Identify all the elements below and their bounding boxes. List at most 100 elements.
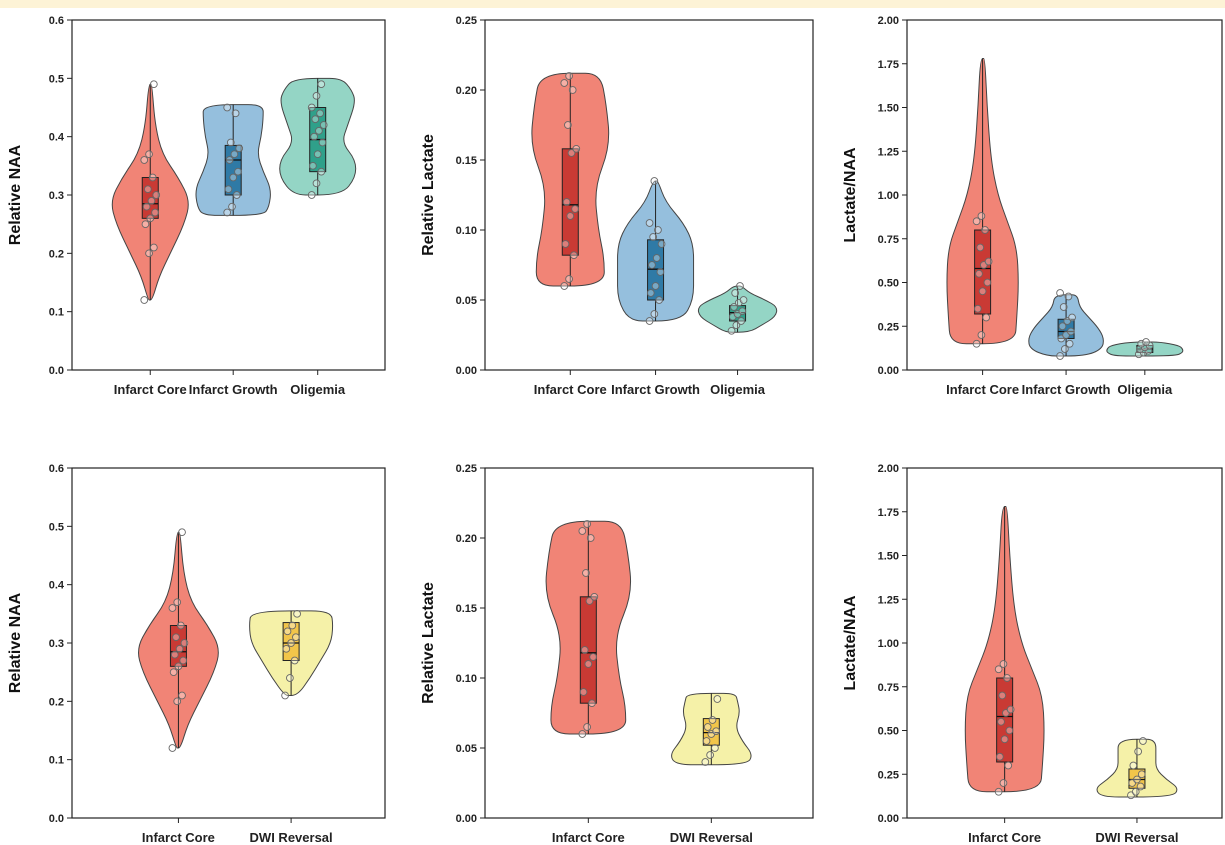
violin-group: Infarct Core	[138, 528, 219, 845]
data-point	[583, 723, 591, 731]
y-axis-label: Lactate/NAA	[842, 147, 859, 243]
y-tick-label: 0.75	[878, 234, 899, 246]
data-point	[223, 208, 232, 217]
x-category-label: Infarct Core	[946, 382, 1019, 397]
top-banner-strip	[0, 0, 1225, 8]
data-point	[290, 656, 299, 665]
data-point	[282, 644, 291, 653]
data-point	[231, 109, 240, 118]
data-point	[292, 633, 300, 642]
data-point	[1133, 775, 1141, 784]
data-point	[1134, 747, 1143, 756]
data-point	[140, 296, 149, 304]
data-point	[315, 126, 323, 135]
chart-panel-2: 0.00 0.05 0.10 0.15 0.20 0.25 Relative Lactate…	[420, 15, 814, 397]
data-point	[731, 289, 740, 297]
y-tick-label: 0.2	[49, 248, 64, 260]
data-point	[178, 528, 186, 537]
data-point	[998, 691, 1007, 700]
data-point	[168, 604, 177, 612]
data-point	[226, 138, 235, 147]
data-point	[650, 310, 659, 318]
data-point	[152, 191, 161, 199]
data-point	[657, 240, 666, 248]
data-point	[317, 80, 326, 89]
data-point	[318, 138, 327, 147]
data-point	[1067, 327, 1075, 336]
y-tick-label: 1.50	[878, 551, 899, 563]
data-point	[319, 121, 328, 129]
data-point	[235, 144, 244, 153]
data-point	[713, 695, 722, 703]
data-point	[1059, 303, 1068, 311]
data-point	[702, 737, 711, 745]
x-category-label: Infarct Growth	[1022, 382, 1111, 397]
violin-group: Infarct Growth	[189, 103, 278, 397]
data-point	[654, 226, 662, 234]
data-point	[1000, 735, 1009, 744]
data-point	[976, 243, 985, 252]
data-point	[151, 208, 159, 217]
data-point	[656, 268, 665, 276]
data-point	[652, 254, 661, 262]
data-point	[650, 177, 659, 185]
data-point	[701, 758, 710, 766]
data-point	[982, 313, 991, 322]
x-category-label: DWI Reversal	[1095, 830, 1178, 845]
data-point	[223, 103, 232, 112]
violin-group: Infarct Core	[545, 520, 632, 845]
data-point	[651, 282, 660, 290]
data-point	[977, 331, 986, 339]
data-point	[173, 598, 182, 607]
x-category-label: DWI Reversal	[250, 830, 333, 845]
y-tick-label: 0.3	[49, 190, 64, 202]
violin-group: DWI Reversal	[670, 692, 753, 845]
x-category-label: Oligemia	[710, 382, 766, 397]
data-point	[646, 289, 655, 297]
data-point	[180, 639, 189, 647]
plot-frame	[906, 467, 1223, 819]
data-point	[144, 185, 152, 194]
x-category-label: Infarct Core	[968, 830, 1041, 845]
data-point	[975, 269, 983, 278]
y-tick-label: 0.05	[456, 743, 477, 755]
y-tick-label: 0.20	[456, 85, 477, 97]
violin-group: Infarct Core	[964, 506, 1045, 845]
data-point	[977, 212, 986, 220]
data-point	[582, 569, 590, 577]
y-tick-label: 0.5	[49, 73, 64, 85]
data-point	[739, 296, 748, 304]
data-point	[579, 688, 588, 696]
data-point	[583, 520, 591, 528]
data-point	[286, 674, 294, 682]
data-point	[228, 202, 236, 211]
data-point	[170, 650, 179, 659]
data-point	[283, 627, 292, 636]
x-category-label: Infarct Growth	[189, 382, 278, 397]
y-tick-label: 0.25	[878, 769, 899, 781]
data-point	[571, 205, 579, 213]
y-tick-label: 2.00	[878, 15, 899, 27]
data-point	[655, 296, 664, 304]
data-point	[172, 633, 180, 642]
data-point	[1136, 782, 1145, 791]
data-point	[578, 730, 587, 738]
data-point	[229, 173, 238, 182]
data-point	[309, 161, 317, 170]
violin-group: DWI Reversal	[249, 609, 334, 845]
data-point	[564, 121, 572, 129]
y-tick-label: 0.0	[49, 365, 64, 377]
y-tick-label: 0.00	[878, 813, 899, 825]
data-point	[312, 179, 321, 188]
y-tick-label: 0.25	[878, 321, 899, 333]
y-tick-label: 0.0	[49, 813, 64, 825]
y-tick-label: 0.25	[456, 15, 477, 27]
data-point	[580, 646, 589, 654]
data-point	[313, 150, 322, 159]
data-point	[1056, 289, 1064, 297]
data-point	[562, 198, 571, 206]
data-point	[561, 240, 570, 248]
data-point	[649, 233, 658, 241]
y-tick-label: 0.15	[456, 603, 477, 615]
data-point	[307, 191, 316, 199]
